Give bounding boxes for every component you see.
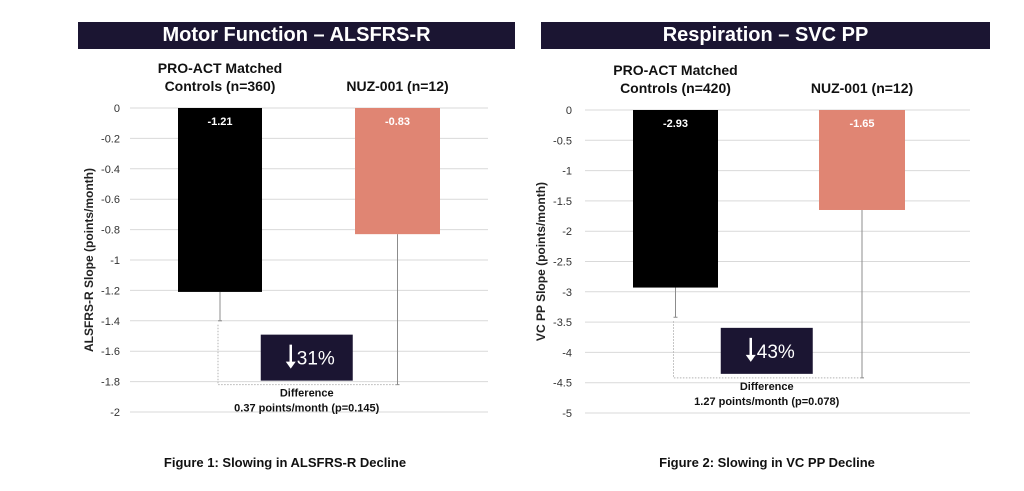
y-tick-label: 0 (566, 105, 572, 117)
y-tick-label: -1 (110, 255, 120, 267)
y-tick-label: -4.5 (553, 378, 572, 390)
y-tick-label: -3.5 (553, 317, 572, 329)
down-arrow-icon (745, 354, 756, 362)
chart-title-alsfrs: Motor Function – ALSFRS-R (78, 22, 515, 49)
difference-percent: 31% (297, 349, 335, 370)
bar (178, 108, 262, 292)
y-tick-label: -1 (562, 166, 572, 178)
category-label: Controls (n=420) (620, 80, 731, 96)
y-tick-label: -5 (562, 408, 572, 420)
y-tick-label: -0.6 (101, 194, 120, 206)
data-label: -0.83 (385, 116, 410, 128)
chart-panel-svc: Respiration – SVC PP 0 -0.5 -1 -1.5 -2 -2.5 -3… (512, 0, 1024, 491)
y-tick-label: -1.8 (101, 377, 120, 389)
bar (633, 110, 718, 288)
figure-caption-2: Figure 2: Slowing in VC PP Decline (659, 455, 875, 470)
difference-label: Difference (280, 388, 334, 400)
y-tick-label: -0.4 (101, 164, 120, 176)
y-tick-label: -1.5 (553, 196, 572, 208)
difference-detail: 1.27 points/month (p=0.078) (694, 396, 840, 408)
difference-bracket (673, 321, 862, 379)
down-arrow-icon (285, 361, 296, 369)
y-tick-label: -1.6 (101, 346, 120, 358)
chart-alsfrs: 0 -0.2 -0.4 -0.6 -0.8 -1 -1.2 -1.4 -1.6 -1.8 -2 ALS… (82, 60, 488, 419)
chart-panel-alsfrs: Motor Function – ALSFRS-R 0 -0.2 -0.4 -0.6 -… (78, 22, 515, 470)
bar (355, 108, 440, 235)
chart-title-svc: Respiration – SVC PP (541, 22, 990, 49)
y-axis-label: ALSFRS-R Slope (points/month) (82, 168, 96, 352)
figure-caption-1: Figure 1: Slowing in ALSFRS-R Decline (163, 455, 407, 470)
bar (819, 110, 905, 210)
category-label: PRO-ACT Matched (613, 62, 737, 78)
y-tick-label: -2 (562, 226, 572, 238)
difference-percent: 43% (757, 342, 795, 363)
data-label: -1.21 (207, 116, 232, 128)
y-tick-label: -2 (110, 407, 120, 419)
chart-svc: 0 -0.5 -1 -1.5 -2 -2.5 -3 -3.5 -4 -4.5 -5 VC PP Slo… (534, 62, 970, 420)
difference-label: Difference (740, 381, 794, 393)
data-label: -2.93 (663, 118, 688, 130)
y-tick-label: -2.5 (553, 257, 572, 269)
y-tick-label: -0.5 (553, 135, 572, 147)
y-tick-label: -3 (562, 287, 572, 299)
data-label: -1.65 (849, 118, 874, 130)
y-axis-label: VC PP Slope (points/month) (534, 182, 548, 341)
category-label: NUZ-001 (n=12) (811, 80, 913, 96)
y-tick-label: -0.8 (101, 225, 120, 237)
y-tick-label: -1.2 (101, 285, 120, 297)
category-label: Controls (n=360) (165, 78, 276, 94)
difference-detail: 0.37 points/month (p=0.145) (234, 403, 380, 415)
y-tick-label: -0.2 (101, 133, 120, 145)
y-tick-label: -4 (562, 347, 572, 359)
y-tick-label: 0 (114, 103, 120, 115)
difference-badge (720, 327, 813, 374)
category-label: PRO-ACT Matched (158, 60, 282, 76)
difference-badge (260, 334, 353, 381)
y-tick-label: -1.4 (101, 316, 120, 328)
category-label: NUZ-001 (n=12) (346, 78, 448, 94)
